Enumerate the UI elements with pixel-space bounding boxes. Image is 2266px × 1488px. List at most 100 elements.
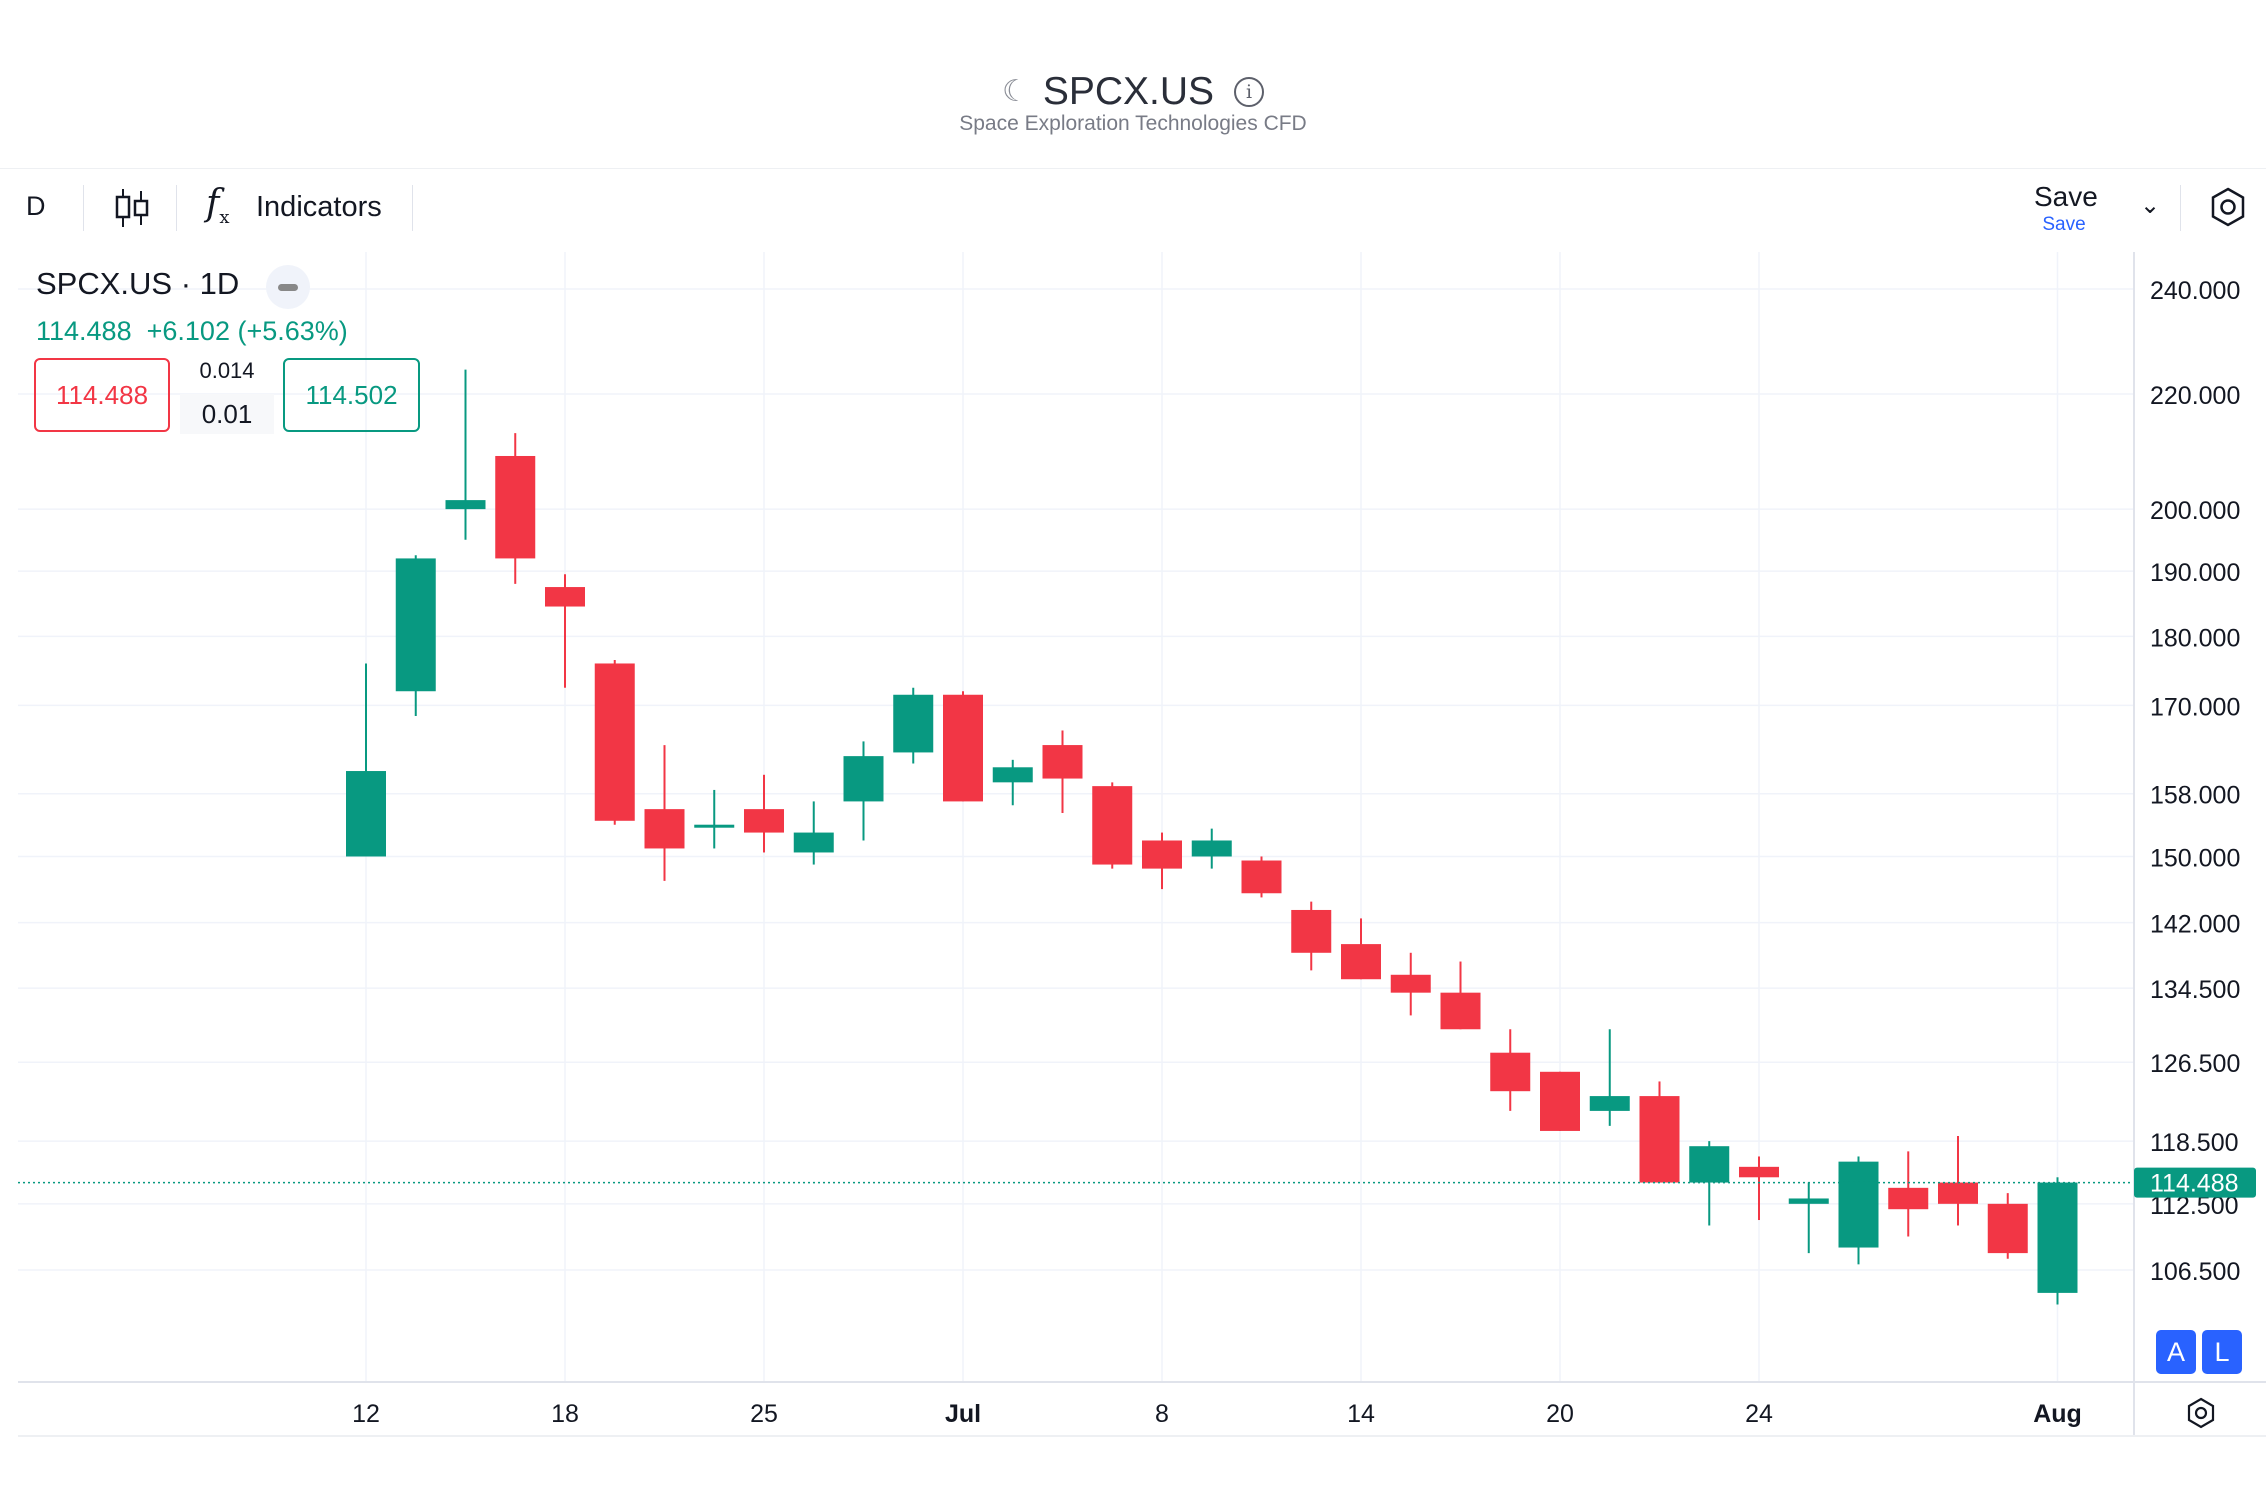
candle-body [1241,860,1282,894]
bullish-candle[interactable] [346,663,386,857]
bullish-candle[interactable] [2037,1177,2078,1305]
price-tick-label: 170.000 [2150,693,2240,721]
date-tick-label: 12 [352,1400,380,1428]
date-tick-label: 18 [551,1400,579,1428]
buy-button[interactable]: 114.502 [283,358,420,432]
bearish-candle[interactable] [943,691,983,802]
date-tick-label: Jul [945,1400,981,1428]
candle-body [1639,1096,1680,1183]
moon-icon[interactable]: ☾ [1001,75,1029,108]
candle-body [744,809,784,833]
bearish-candle[interactable] [744,774,784,853]
bearish-candle[interactable] [644,745,685,881]
candle-body [1689,1146,1730,1183]
bearish-candle[interactable] [1987,1193,2028,1259]
candle-body [1838,1161,1879,1248]
bullish-candle[interactable] [395,555,436,717]
interval-button[interactable]: D [26,191,46,221]
chart-header: ☾ SPCX.US i Space Exploration Technologi… [0,0,2266,169]
price-tick-label: 180.000 [2150,624,2240,652]
candle-body [594,663,635,821]
price-tick-label: 142.000 [2150,911,2240,939]
price-tick-label: 150.000 [2150,844,2240,872]
last-price-quote: 114.488 +6.102 (+5.63%) [36,316,348,347]
quantity-field[interactable]: 0.01 [180,394,274,434]
price-change: +6.102 (+5.63%) [146,316,348,346]
candle-body [1142,840,1182,869]
bearish-candle[interactable] [1390,952,1431,1016]
symbol-title[interactable]: SPCX.US [1042,70,1215,113]
bullish-candle[interactable] [843,741,884,841]
price-tick-label: 190.000 [2150,559,2240,587]
price-tick-label: 158.000 [2150,782,2240,810]
bearish-candle[interactable] [1291,901,1332,971]
candle-body [1739,1166,1779,1178]
title-row: ☾ SPCX.US i [0,70,2266,114]
sell-button[interactable]: 114.488 [34,358,170,432]
save-status[interactable]: Save [2042,214,2086,235]
bullish-candle[interactable] [694,789,735,849]
bearish-candle[interactable] [1888,1151,1929,1237]
indicators-button[interactable]: Indicators [256,191,382,223]
date-tick-label: 20 [1546,1400,1574,1428]
info-icon[interactable]: i [1234,77,1265,107]
bullish-candle[interactable] [1788,1182,1829,1254]
bearish-candle[interactable] [1540,1071,1580,1131]
current-price-label: 114.488 [2150,1170,2239,1198]
candle-body [843,756,884,802]
bearish-candle[interactable] [1341,918,1381,980]
bullish-candle[interactable] [1191,828,1232,869]
spread-value: 0.014 [199,358,255,383]
candle-body [893,694,934,753]
indicators-icon[interactable]: fx [206,183,230,229]
candle-body [346,771,386,857]
bullish-candle[interactable] [992,759,1033,806]
candle-body [943,694,983,802]
bullish-candle[interactable] [445,369,486,540]
time-axis-settings-icon[interactable] [2184,1396,2218,1430]
candle-body [1341,944,1381,980]
bearish-candle[interactable] [1938,1136,1978,1226]
candle-body [2037,1182,2078,1293]
chart-toolbar: D fx Indicators Save Save ⌄ [0,169,2266,247]
price-tick-label: 220.000 [2150,382,2240,410]
bearish-candle[interactable] [545,574,585,688]
candle-body [1191,840,1232,857]
candles-icon[interactable] [114,187,150,229]
log-scale-button[interactable]: L [2202,1330,2242,1374]
candle-body [1440,992,1481,1030]
series-legend[interactable]: SPCX.US · 1D [36,266,240,301]
auto-scale-button[interactable]: A [2156,1330,2196,1374]
bearish-candle[interactable] [1739,1156,1779,1221]
candle-body [1589,1096,1630,1111]
bearish-candle[interactable] [495,433,536,584]
gear-icon[interactable] [2206,185,2250,229]
bullish-candle[interactable] [1838,1156,1879,1265]
bearish-candle[interactable] [1241,856,1282,898]
candle-body [1938,1182,1978,1204]
bearish-candle[interactable] [1440,961,1481,1030]
date-tick-label: 14 [1347,1400,1375,1428]
candle-body [694,824,735,828]
save-button[interactable]: Save [2034,181,2098,212]
date-tick-label: Aug [2033,1400,2082,1428]
bearish-candle[interactable] [1092,782,1133,869]
last-price: 114.488 [36,316,132,346]
bearish-candle[interactable] [1142,832,1182,890]
candle-body [644,809,685,849]
symbol-description: Space Exploration Technologies CFD [959,112,1307,135]
candle-body [1788,1198,1829,1204]
date-tick-label: 8 [1155,1400,1169,1428]
price-tick-label: 106.500 [2150,1258,2240,1286]
legend-collapse-button[interactable] [266,265,310,309]
bullish-candle[interactable] [793,801,834,865]
bullish-candle[interactable] [893,687,934,764]
chevron-down-icon[interactable]: ⌄ [2140,192,2161,219]
bearish-candle[interactable] [1042,730,1083,814]
bullish-candle[interactable] [1589,1029,1630,1126]
bearish-candle[interactable] [594,660,635,825]
bearish-candle[interactable] [1490,1029,1531,1111]
toolbar-divider [2180,185,2181,231]
bearish-candle[interactable] [1639,1081,1680,1183]
